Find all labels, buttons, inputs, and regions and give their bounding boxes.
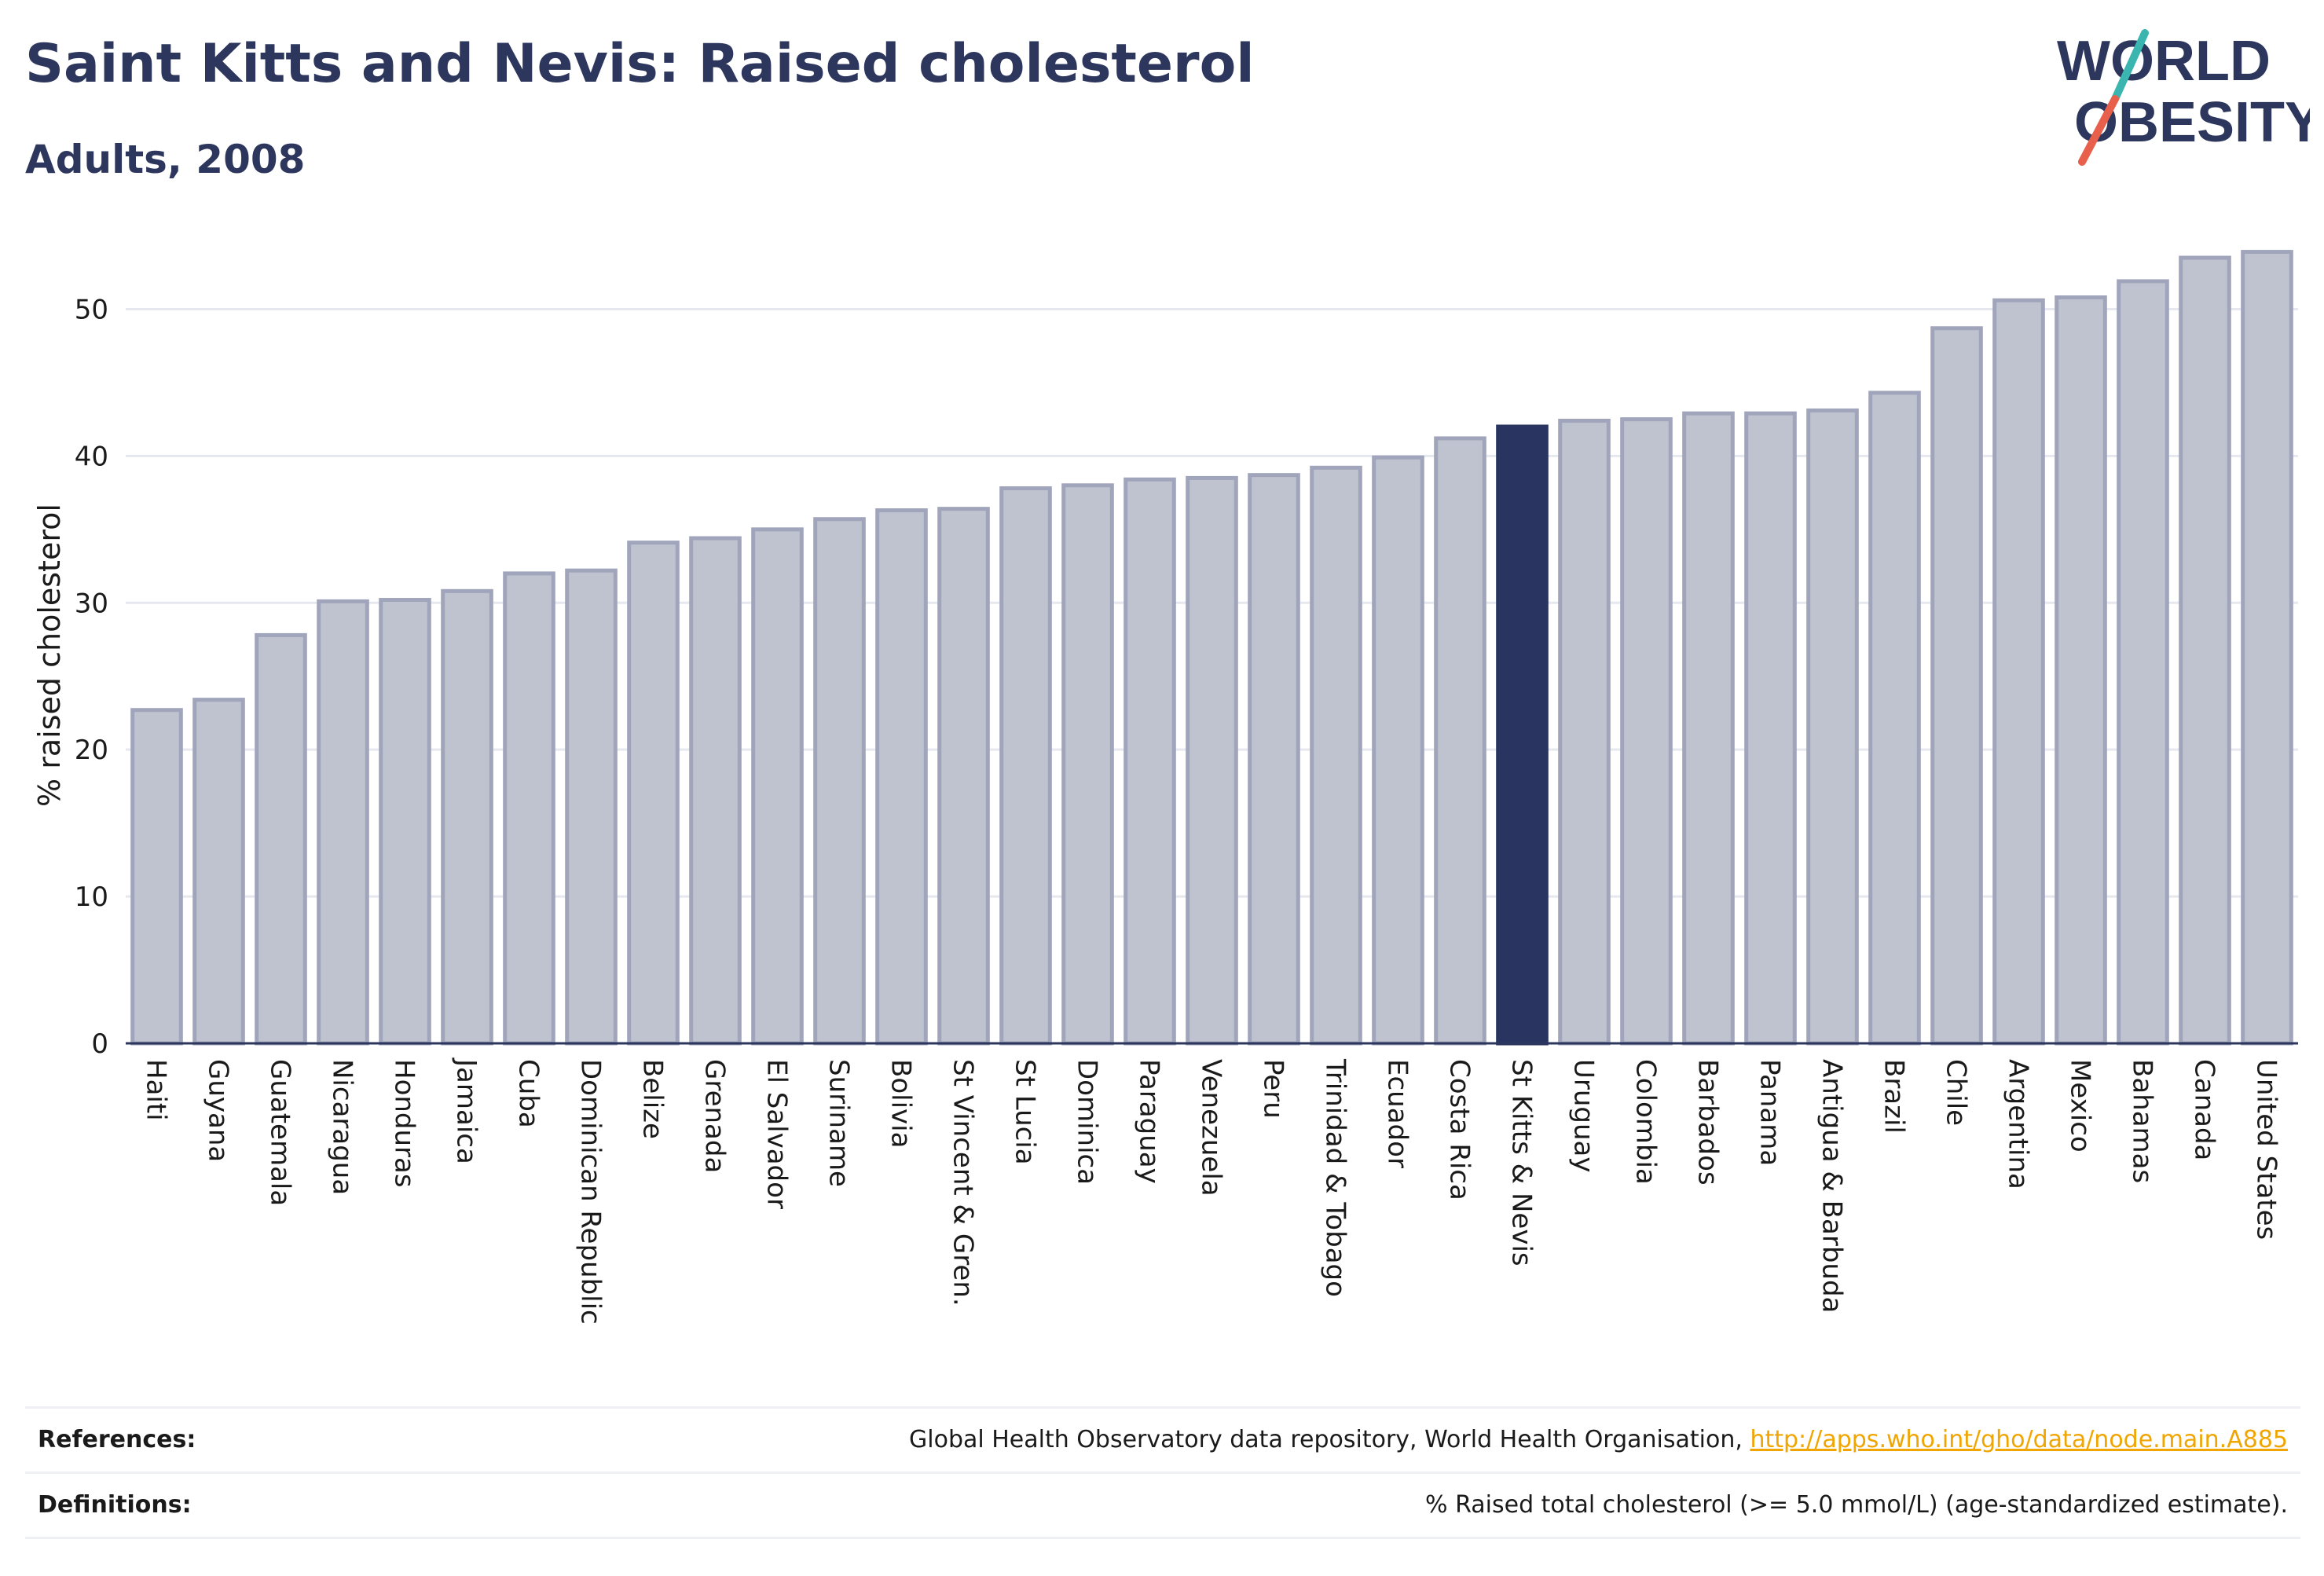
y-tick-label: 0 [91, 1028, 108, 1060]
bar [1806, 408, 1859, 1046]
bar [1186, 475, 1238, 1046]
x-tick-label: Dominica [1072, 1059, 1103, 1185]
x-tick-label: Haiti [141, 1059, 172, 1121]
x-tick-label: Belize [637, 1059, 669, 1139]
x-tick-label: El Salvador [761, 1059, 793, 1209]
bar [2241, 250, 2293, 1046]
bar [1248, 473, 1300, 1046]
bar [1558, 419, 1611, 1046]
bar [255, 632, 307, 1046]
bar [1930, 326, 1983, 1046]
y-tick-label: 30 [75, 588, 108, 619]
x-tick-label: Mexico [2065, 1059, 2096, 1153]
bar [627, 541, 680, 1046]
x-tick-label: Dominican Republic [575, 1059, 607, 1325]
logo-slash-teal [2111, 29, 2149, 103]
bar [1434, 436, 1486, 1046]
bar [1124, 477, 1176, 1046]
x-tick-label: Grenada [699, 1059, 731, 1173]
x-tick-label: Cuba [513, 1059, 544, 1128]
x-tick-label: Canada [2189, 1059, 2220, 1160]
x-tick-label: Barbados [1692, 1059, 1724, 1186]
x-tick-label: Jamaica [451, 1057, 482, 1164]
bar-chart: 0 10 20 30 40 50 % raised cholesterol Haiti Guya… [32, 250, 2298, 1325]
x-tick-label: United States [2251, 1059, 2282, 1240]
bar [937, 507, 990, 1046]
bar [1744, 411, 1797, 1046]
definitions-text: % Raised total cholesterol (>= 5.0 mmol/… [1425, 1491, 2288, 1519]
x-tick-label: Costa Rica [1444, 1059, 1475, 1200]
x-tick-label: Paraguay [1134, 1059, 1165, 1184]
x-tick-label: Honduras [389, 1059, 420, 1188]
bar [1868, 390, 1921, 1046]
x-tick-label: Brazil [1879, 1059, 1910, 1134]
bar [999, 486, 1052, 1046]
bar [1372, 455, 1424, 1046]
y-axis-title: % raised cholesterol [32, 504, 67, 807]
y-tick-label: 10 [75, 881, 108, 913]
x-tick-label: Panama [1754, 1059, 1786, 1166]
x-tick-label: Uruguay [1568, 1059, 1600, 1173]
bar [503, 571, 555, 1046]
references-link[interactable]: http://apps.who.int/gho/data/node.main.A… [1750, 1426, 2288, 1453]
bar [2055, 295, 2107, 1046]
definitions-row: Definitions: % Raised total cholesterol … [25, 1472, 2300, 1539]
references-label: References: [38, 1426, 196, 1453]
x-tick-label: Chile [1941, 1059, 1972, 1126]
x-tick-label: Colombia [1630, 1059, 1662, 1185]
definitions-label: Definitions: [38, 1491, 192, 1519]
x-tick-label: Ecuador [1382, 1059, 1413, 1168]
references-text: Global Health Observatory data repositor… [909, 1426, 1750, 1453]
bar-highlighted [1496, 424, 1549, 1046]
bar [813, 517, 866, 1046]
y-tick-label: 50 [75, 294, 108, 325]
references-row: References: Global Health Observatory da… [25, 1406, 2300, 1472]
bar [1620, 417, 1673, 1046]
x-tick-label: Bolivia [885, 1059, 917, 1148]
x-tick-label: Venezuela [1196, 1059, 1227, 1197]
x-tick-label: Nicaragua [327, 1059, 358, 1195]
references-value: Global Health Observatory data repositor… [909, 1426, 2288, 1453]
bar [2117, 279, 2169, 1046]
bar [1992, 298, 2045, 1046]
bar [192, 698, 245, 1046]
bar [751, 527, 804, 1046]
bar [875, 508, 928, 1046]
x-tick-label: Bahamas [2127, 1059, 2158, 1183]
world-obesity-logo: WORLD OBESITY [2057, 29, 2310, 166]
bar [1310, 465, 1362, 1046]
y-tick-label: 40 [75, 441, 108, 472]
x-tick-label: Peru [1258, 1059, 1289, 1119]
bar [689, 536, 742, 1046]
logo-line-1: WORLD [2057, 30, 2271, 93]
x-tick-label: Argentina [2003, 1059, 2034, 1189]
bar [317, 599, 369, 1046]
x-tick-label: Antigua & Barbuda [1816, 1059, 1848, 1313]
bar [441, 588, 493, 1046]
x-tick-label: Guatemala [265, 1059, 296, 1206]
x-tick-label: St Kitts & Nevis [1506, 1059, 1538, 1266]
x-tick-label: Guyana [203, 1059, 234, 1162]
bar [379, 598, 431, 1046]
x-tick-label: Trinidad & Tobago [1320, 1058, 1351, 1297]
bar [1682, 411, 1735, 1046]
chart-title: Saint Kitts and Nevis: Raised cholestero… [25, 33, 1255, 95]
x-tick-label: Suriname [823, 1059, 855, 1187]
bar [2179, 255, 2231, 1046]
chart-subtitle: Adults, 2008 [25, 137, 306, 182]
x-tick-label: St Lucia [1010, 1059, 1041, 1165]
bar [565, 568, 618, 1046]
bar [130, 708, 183, 1046]
logo-slash-coral [2078, 95, 2119, 166]
bar [1061, 483, 1114, 1046]
x-tick-label: St Vincent & Gren. [948, 1059, 979, 1307]
y-tick-label: 20 [75, 735, 108, 766]
